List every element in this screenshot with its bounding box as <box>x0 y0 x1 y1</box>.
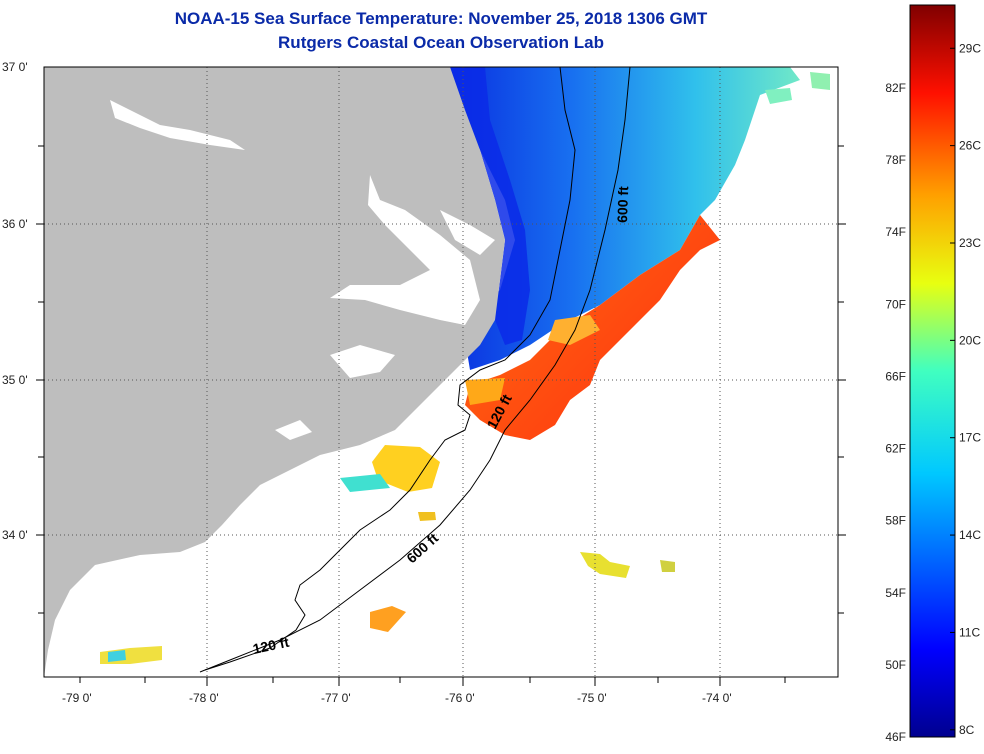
colorbar-label-c: 17C <box>959 431 981 445</box>
colorbar-label-f: 66F <box>885 369 906 383</box>
lon-label: -78 0' <box>189 691 219 705</box>
colorbar-label-f: 58F <box>885 514 906 528</box>
lat-label: 36 0' <box>2 217 28 231</box>
contour-label: 600 ft <box>614 186 631 223</box>
lat-label: 35 0' <box>2 373 28 387</box>
colorbar-label-c: 23C <box>959 236 981 250</box>
lon-label: -77 0' <box>321 691 351 705</box>
colorbar-label-f: 62F <box>885 442 906 456</box>
colorbar-label-f: 70F <box>885 297 906 311</box>
colorbar-label-f: 78F <box>885 153 906 167</box>
map-subtitle: Rutgers Coastal Ocean Observation Lab <box>278 33 604 52</box>
lon-label: -74 0' <box>702 691 732 705</box>
lat-label: 37 0' <box>2 60 28 74</box>
colorbar-label-c: 11C <box>959 625 980 639</box>
lon-label: -79 0' <box>62 691 92 705</box>
colorbar-label-f: 50F <box>885 658 906 672</box>
colorbar-label-c: 29C <box>959 41 981 55</box>
colorbar-label-c: 14C <box>959 528 981 542</box>
contour-label: 120 ft <box>251 634 290 657</box>
sst-patch <box>372 445 440 492</box>
gulf-stream <box>465 140 745 440</box>
colorbar-label-c: 26C <box>959 139 981 153</box>
lat-label: 34 0' <box>2 528 28 542</box>
colorbar-label-f: 74F <box>885 225 906 239</box>
cool-water <box>450 67 800 370</box>
lon-label: -76 0' <box>445 691 475 705</box>
cold-nearshore <box>450 67 530 345</box>
bathymetry-contours <box>199 67 631 673</box>
colorbar-label-f: 82F <box>885 81 906 95</box>
graticule <box>44 67 838 677</box>
lon-label: -75 0' <box>577 691 607 705</box>
colorbar-label-c: 8C <box>959 723 975 737</box>
map-title: NOAA-15 Sea Surface Temperature: Novembe… <box>174 9 708 28</box>
axis-ticks <box>36 145 846 686</box>
colorbar-label-c: 20C <box>959 333 981 347</box>
plot-frame <box>43 66 839 678</box>
colorbar-label-f: 46F <box>885 730 906 744</box>
temperature-colorbar <box>909 4 956 738</box>
colorbar-label-f: 54F <box>885 586 906 600</box>
